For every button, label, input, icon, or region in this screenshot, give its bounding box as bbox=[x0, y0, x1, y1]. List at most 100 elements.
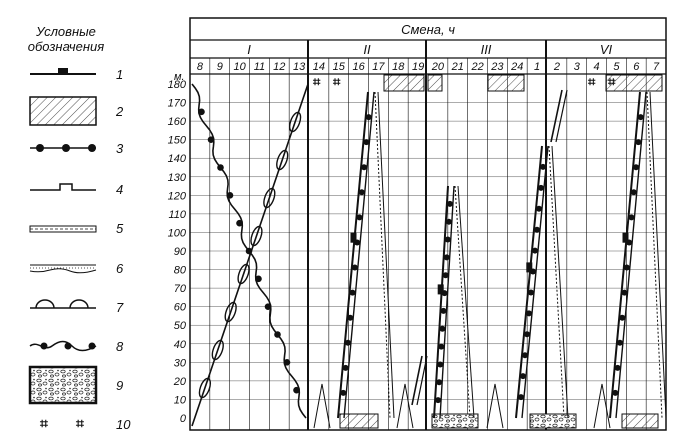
base-blocks bbox=[339, 413, 659, 429]
hash-mark-4: ⌗ bbox=[607, 74, 616, 89]
line-with-open-step-icon bbox=[30, 183, 96, 191]
height-label-20: 20 bbox=[173, 376, 187, 388]
legend-hash-symbol-2: ⌗ bbox=[75, 415, 84, 431]
hour-label-15: 15 bbox=[333, 61, 346, 73]
height-label-170: 170 bbox=[168, 98, 187, 110]
height-label-110: 110 bbox=[168, 209, 186, 221]
height-label-0: 0 bbox=[180, 413, 187, 425]
hour-label-21: 21 bbox=[451, 61, 464, 73]
shift-label-1: I bbox=[247, 42, 251, 57]
hour-label-17: 17 bbox=[372, 61, 385, 73]
shift-label-3: III bbox=[481, 42, 492, 57]
legend-number-1: 1 bbox=[116, 67, 123, 82]
legend-number-10: 10 bbox=[116, 417, 131, 432]
legend-number-2: 2 bbox=[115, 104, 124, 119]
hour-label-24: 24 bbox=[510, 61, 523, 73]
hour-label-11: 11 bbox=[254, 61, 265, 73]
hour-label-13: 13 bbox=[293, 61, 306, 73]
rising-band bbox=[337, 91, 395, 419]
rising-band bbox=[515, 145, 569, 419]
hour-label-6: 6 bbox=[633, 61, 640, 73]
hour-label-8: 8 bbox=[197, 61, 204, 73]
legend-title-line1: Условные bbox=[35, 24, 96, 39]
hour-label-12: 12 bbox=[273, 61, 285, 73]
height-unit-label: м. bbox=[174, 71, 185, 83]
hour-label-9: 9 bbox=[217, 61, 223, 73]
wavy-dot bbox=[226, 192, 234, 199]
rising-bands bbox=[337, 89, 667, 419]
legend-number-6: 6 bbox=[116, 261, 124, 276]
bottom-wedges bbox=[313, 383, 611, 429]
hour-label-4: 4 bbox=[594, 61, 600, 73]
height-label-30: 30 bbox=[174, 357, 187, 369]
wavy-dot bbox=[274, 331, 281, 338]
wavy-dot bbox=[283, 359, 291, 366]
height-label-40: 40 bbox=[174, 339, 187, 351]
hour-label-20: 20 bbox=[431, 61, 445, 73]
hour-label-22: 22 bbox=[470, 61, 483, 73]
hour-label-19: 19 bbox=[412, 61, 424, 73]
height-label-100: 100 bbox=[168, 227, 187, 239]
height-label-90: 90 bbox=[174, 246, 187, 258]
hour-label-14: 14 bbox=[313, 61, 325, 73]
hour-label-1: 1 bbox=[534, 61, 540, 73]
height-label-10: 10 bbox=[174, 394, 187, 406]
wavy-dot bbox=[293, 386, 300, 394]
hour-label-16: 16 bbox=[352, 61, 365, 73]
hour-label-2: 2 bbox=[553, 61, 560, 73]
hour-label-5: 5 bbox=[613, 61, 620, 73]
legend-hash-symbol-1: ⌗ bbox=[39, 415, 48, 431]
shift-1-curves bbox=[191, 83, 309, 427]
wavy-dot bbox=[207, 136, 215, 143]
height-axis-labels: 1801701601501401301201101009080706050403… bbox=[168, 79, 187, 425]
wavy-dot bbox=[198, 108, 205, 116]
dotted-band-icon bbox=[29, 264, 97, 274]
rising-band bbox=[609, 91, 667, 419]
shift-label-2: II bbox=[363, 42, 371, 57]
legend-title-line2: обозначения bbox=[28, 39, 105, 54]
hour-label-10: 10 bbox=[233, 61, 246, 73]
wavy-line-with-dots-icon bbox=[29, 340, 97, 352]
height-label-80: 80 bbox=[174, 265, 187, 277]
hash-mark-2: ⌗ bbox=[332, 74, 341, 89]
hour-label-3: 3 bbox=[574, 61, 581, 73]
legend-number-7: 7 bbox=[116, 300, 124, 315]
hatched-rectangle-icon bbox=[29, 96, 97, 126]
double-dashed-line-icon bbox=[29, 225, 97, 233]
hash-mark-3: ⌗ bbox=[587, 74, 596, 89]
height-grid-lines bbox=[190, 102, 666, 400]
legend-number-9: 9 bbox=[116, 378, 123, 393]
hour-label-18: 18 bbox=[392, 61, 405, 73]
height-label-120: 120 bbox=[168, 190, 187, 202]
schedule-grid: Смена, ч I II III VI 8 9 10 11 12 13 14 15 16 17 1… bbox=[168, 17, 667, 431]
line-with-arcs-icon bbox=[30, 299, 96, 309]
legend: Условные обозначения 1 2 3 4 bbox=[28, 24, 131, 432]
wavy-dot bbox=[236, 219, 243, 227]
legend-number-8: 8 bbox=[116, 339, 124, 354]
wavy-dot bbox=[264, 303, 272, 310]
legend-number-5: 5 bbox=[116, 221, 124, 236]
height-label-180: 180 bbox=[168, 79, 187, 91]
line-with-dots-icon bbox=[30, 144, 96, 152]
hour-label-23: 23 bbox=[490, 61, 504, 73]
height-label-150: 150 bbox=[168, 135, 187, 147]
shift-label-4: VI bbox=[600, 42, 613, 57]
hash-pair-icon: ⌗ ⌗ bbox=[39, 415, 84, 431]
height-label-60: 60 bbox=[174, 302, 187, 314]
hour-label-7: 7 bbox=[653, 61, 660, 73]
height-label-50: 50 bbox=[174, 320, 187, 332]
wavy-dot bbox=[217, 164, 224, 171]
hour-columns: 8 9 10 11 12 13 14 15 16 17 18 19 20 21 22 23 24 1 2 3 4 5 6 7 bbox=[197, 58, 660, 430]
line-with-filled-block-icon bbox=[30, 68, 96, 75]
height-label-130: 130 bbox=[168, 172, 187, 184]
header-title: Смена, ч bbox=[401, 22, 455, 37]
wavy-dot bbox=[255, 275, 262, 283]
rubble-rectangle-icon bbox=[28, 365, 98, 405]
height-label-140: 140 bbox=[168, 153, 187, 165]
legend-number-3: 3 bbox=[116, 141, 124, 156]
height-label-160: 160 bbox=[168, 116, 187, 128]
height-label-70: 70 bbox=[174, 283, 187, 295]
hash-mark-1: ⌗ bbox=[312, 74, 321, 89]
rising-band bbox=[433, 185, 475, 419]
